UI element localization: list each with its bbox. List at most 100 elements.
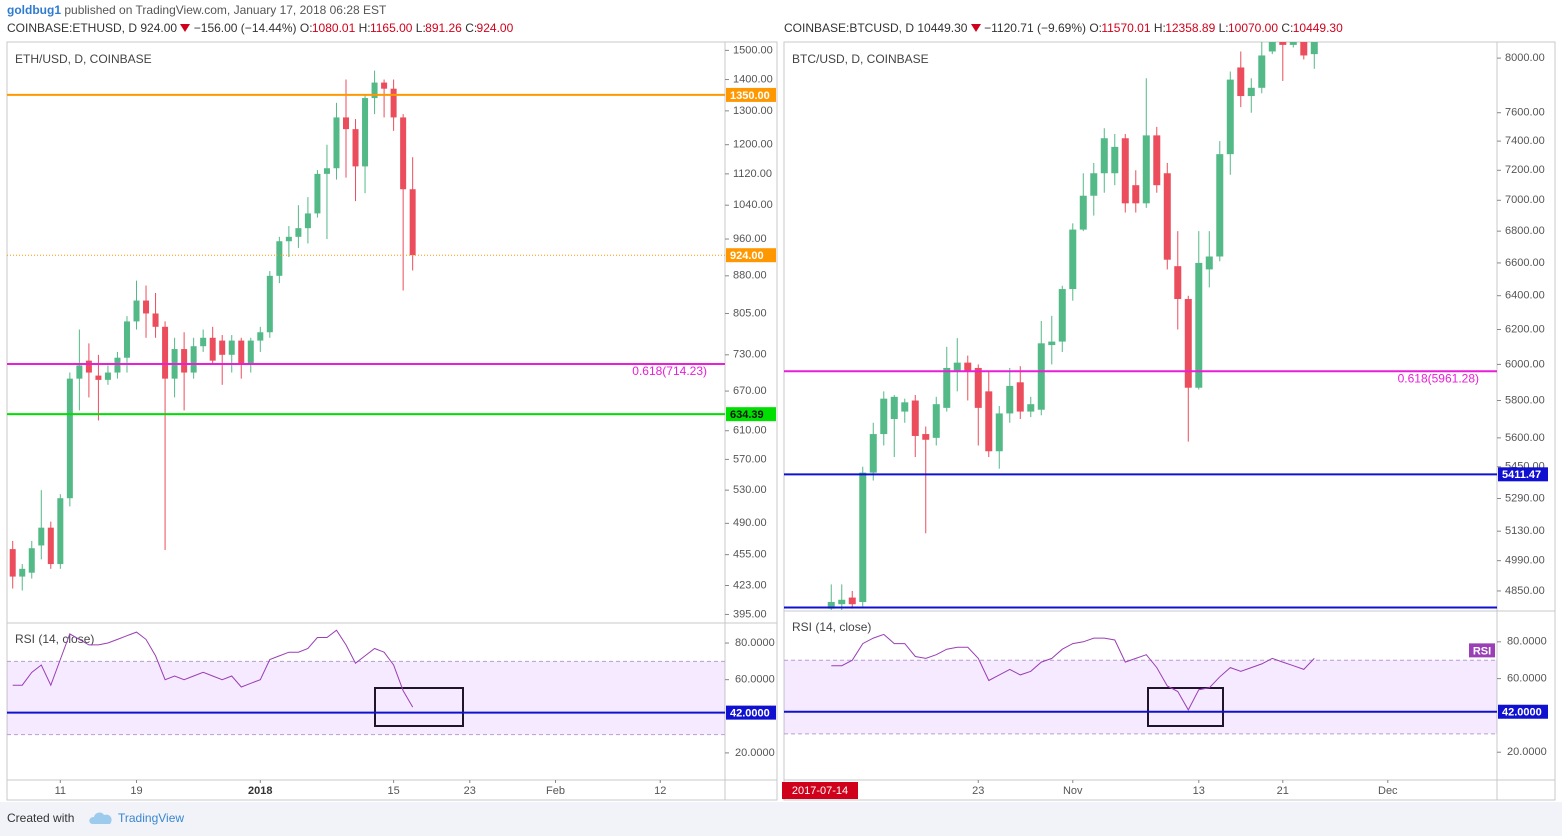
ohlc-label: H: — [358, 21, 371, 35]
candle-body — [1184, 299, 1192, 388]
rsi-tag — [1469, 643, 1495, 658]
candle-body — [1279, 42, 1287, 45]
ohlc-value: 10449.30 — [1292, 21, 1343, 35]
y-tick-label: 7600.00 — [1505, 107, 1545, 119]
candle-body — [85, 360, 92, 373]
candle-body — [57, 498, 64, 565]
ohlc-value: 10070.00 — [1227, 21, 1279, 35]
candle-body — [266, 275, 273, 333]
y-tick-label: 7000.00 — [1505, 194, 1545, 206]
y-tick-label: 455.00 — [733, 549, 767, 561]
candle-body — [28, 548, 35, 573]
candle-body — [362, 98, 369, 167]
y-tick-label: 20.0000 — [735, 747, 775, 759]
ohlc-label: O: — [1089, 21, 1102, 35]
cursor-date-tag — [782, 782, 858, 799]
candle-body — [1027, 404, 1035, 412]
candle-body — [66, 378, 73, 499]
candle-body — [257, 332, 264, 341]
candle-body — [1079, 195, 1087, 230]
candle-body — [859, 472, 867, 602]
candle-body — [1268, 42, 1276, 52]
candle-body — [911, 400, 919, 436]
x-tick-label: 21 — [1277, 785, 1289, 797]
candle-body — [838, 599, 846, 605]
candle-body — [152, 313, 159, 327]
y-tick-label: 20.0000 — [1507, 746, 1547, 758]
rsi-title: RSI (14, close) — [15, 632, 94, 646]
y-tick-label: 5800.00 — [1505, 394, 1545, 406]
last-price: 10449.30 — [917, 21, 968, 35]
x-tick-label: 2018 — [248, 785, 272, 797]
candle-body — [76, 365, 83, 379]
y-tick-label: 1300.00 — [733, 105, 773, 117]
y-tick-label: 8000.00 — [1505, 52, 1545, 64]
x-tick-label: 19 — [130, 785, 142, 797]
y-tick-label: 80.0000 — [1507, 636, 1547, 648]
ohlc-value: 1165.00 — [369, 21, 413, 35]
symbol-header: COINBASE:BTCUSD, D 10449.30 −1120.71 (−9… — [784, 21, 1343, 35]
price-change: −156.00 (−14.44%) — [193, 21, 297, 35]
y-tick-label: 6200.00 — [1505, 323, 1545, 335]
candle-body — [964, 362, 972, 372]
y-tick-label: 395.00 — [733, 608, 767, 620]
y-tick-label: 5130.00 — [1505, 525, 1545, 537]
y-tick-label: 880.00 — [733, 270, 767, 282]
rsi-level-label: 42.0000 — [1502, 707, 1542, 719]
rsi-level-label: 42.0000 — [730, 708, 770, 720]
charts: ETH/USD, D, COINBASE 1500.00 1400.00 1300.0… — [6, 41, 1556, 801]
rsi-band — [784, 660, 1497, 734]
fib-label: 0.618(714.23) — [632, 364, 707, 378]
price-change: −1120.71 (−9.69%) — [984, 21, 1086, 35]
candle-body — [19, 568, 26, 577]
ohlc-label: C: — [465, 21, 478, 35]
candle-body — [1058, 289, 1066, 342]
y-tick-label: 6000.00 — [1505, 358, 1545, 370]
level-tag — [1498, 467, 1548, 482]
pane-title: ETH/USD, D, COINBASE — [15, 52, 152, 66]
y-tick-label: 530.00 — [733, 484, 767, 496]
candle-body — [95, 375, 102, 380]
pane-title: BTC/USD, D, COINBASE — [792, 52, 929, 66]
y-tick-label: 610.00 — [733, 425, 767, 437]
candle-body — [1195, 262, 1203, 388]
y-tick-label: 7200.00 — [1505, 164, 1545, 176]
y-tick-label: 490.00 — [733, 517, 767, 529]
candles — [9, 70, 416, 591]
fib-label: 0.618(5961.28) — [1398, 371, 1479, 385]
ohlc-label: L: — [1218, 21, 1229, 35]
candle-body — [1153, 135, 1161, 186]
y-tick-label: 6600.00 — [1505, 257, 1545, 269]
candle-body — [1090, 173, 1098, 196]
x-tick-label: Feb — [546, 785, 565, 797]
candle-body — [200, 337, 207, 347]
candle-body — [371, 82, 378, 99]
candle-body — [880, 398, 888, 435]
candle-body — [1216, 154, 1224, 257]
y-tick-label: 7400.00 — [1505, 135, 1545, 147]
y-tick-label: 5600.00 — [1505, 432, 1545, 444]
x-tick-label: 15 — [387, 785, 399, 797]
candle-body — [400, 117, 407, 190]
y-tick-label: 60.0000 — [735, 674, 775, 686]
candle-body — [352, 129, 359, 167]
candle-body — [238, 340, 245, 364]
candle-body — [304, 213, 311, 229]
candle-body — [390, 88, 397, 118]
y-tick-label: 6400.00 — [1505, 290, 1545, 302]
level-tag — [726, 248, 776, 263]
x-tick-label: Dec — [1378, 785, 1398, 797]
candle-body — [247, 340, 254, 364]
candle-body — [848, 597, 856, 605]
y-tick-label: 80.0000 — [735, 637, 775, 649]
ohlc-label: L: — [415, 21, 426, 35]
candle-body — [1300, 42, 1308, 56]
candle-body — [409, 189, 416, 256]
level-tag — [726, 407, 776, 422]
candle-body — [1205, 256, 1213, 270]
ohlc-value: 924.00 — [476, 21, 514, 35]
y-tick-label: 1120.00 — [733, 168, 772, 180]
candle-body — [104, 372, 111, 380]
candle-body — [827, 601, 835, 609]
